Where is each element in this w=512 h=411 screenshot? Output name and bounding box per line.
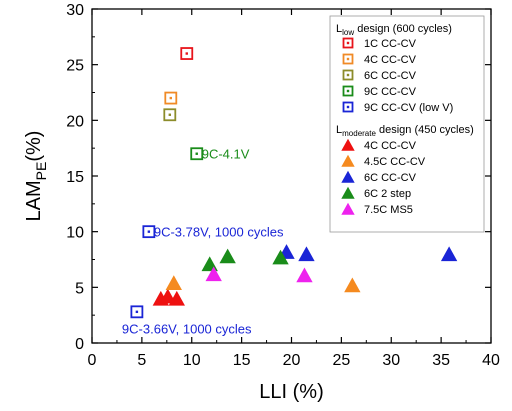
x-tick-label: 5 xyxy=(137,352,146,369)
chart-annotation: 9C-3.78V, 1000 cycles xyxy=(154,225,284,240)
y-tick-label: 25 xyxy=(66,58,84,75)
data-point-triangle xyxy=(165,275,182,291)
data-point-square xyxy=(180,47,194,60)
legend-group-title: Lmoderate design (450 cycles) xyxy=(336,124,474,138)
legend-entry-label: 9C CC-CV (low V) xyxy=(364,102,453,114)
data-point-triangle xyxy=(159,288,176,304)
legend-marker-square xyxy=(342,37,354,49)
legend-marker-triangle xyxy=(341,138,355,151)
legend-entry-label: 7.5C MS5 xyxy=(364,204,413,216)
x-axis-title: LLI (%) xyxy=(259,381,323,403)
legend-entry-label: 4C CC-CV xyxy=(364,140,417,152)
x-tick-label: 20 xyxy=(283,352,301,369)
legend-entry-label: 4.5C CC-CV xyxy=(364,156,426,168)
data-point-square xyxy=(163,108,177,122)
chart-annotation: 9C-4.1V xyxy=(202,147,250,162)
data-point-triangle xyxy=(296,267,313,283)
y-tick-label: 20 xyxy=(66,113,84,130)
y-tick-label: 10 xyxy=(66,225,84,242)
data-point-triangle xyxy=(344,277,361,293)
data-point-square xyxy=(142,225,156,239)
x-tick-label: 0 xyxy=(88,352,97,369)
data-point-triangle xyxy=(219,248,236,264)
x-tick-label: 40 xyxy=(482,352,500,369)
legend-entry-label: 6C CC-CV xyxy=(364,70,417,82)
legend-marker-triangle xyxy=(341,186,355,199)
x-tick-label: 10 xyxy=(183,352,201,369)
legend-box xyxy=(329,15,485,233)
y-tick-label: 30 xyxy=(66,2,84,19)
x-tick-label: 35 xyxy=(432,352,450,369)
legend-marker-triangle xyxy=(341,170,355,183)
legend-marker-square xyxy=(342,101,354,113)
data-point-square xyxy=(164,91,178,105)
legend-entry-label: 4C CC-CV xyxy=(364,54,417,66)
x-tick-label: 15 xyxy=(233,352,251,369)
legend-marker-square xyxy=(342,69,354,81)
data-point-square xyxy=(130,305,144,319)
y-tick-label: 15 xyxy=(66,169,84,186)
legend-marker-triangle xyxy=(341,202,355,215)
data-point-triangle xyxy=(298,246,315,262)
y-axis-title: LAMPE(%) xyxy=(23,131,49,222)
legend-entry-label: 9C CC-CV xyxy=(364,86,417,98)
chart-annotation: 9C-3.66V, 1000 cycles xyxy=(122,322,252,337)
data-point-square xyxy=(190,147,204,161)
y-tick-label: 0 xyxy=(75,336,84,353)
x-tick-label: 25 xyxy=(332,352,350,369)
y-tick-label: 5 xyxy=(75,280,84,297)
legend-group-title: Llow design (600 cycles) xyxy=(336,23,452,37)
legend-entry-label: 1C CC-CV xyxy=(364,38,417,50)
legend-marker-square xyxy=(342,85,354,97)
legend-entry-label: 6C 2 step xyxy=(364,188,411,200)
x-tick-label: 30 xyxy=(382,352,400,369)
data-point-triangle xyxy=(205,266,222,282)
data-point-triangle xyxy=(440,246,458,262)
legend-marker-triangle xyxy=(341,154,355,167)
legend-entry-label: 6C CC-CV xyxy=(364,172,417,184)
legend-marker-square xyxy=(342,53,354,65)
data-point-triangle xyxy=(272,249,289,265)
